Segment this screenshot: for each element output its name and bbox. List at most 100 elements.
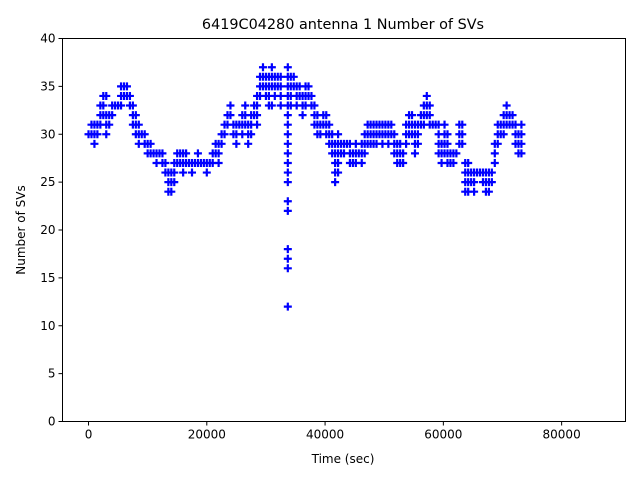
data-point — [283, 149, 292, 158]
data-point — [387, 120, 396, 129]
data-point — [487, 178, 496, 187]
data-point — [220, 130, 229, 139]
data-point — [408, 111, 417, 120]
data-point — [422, 91, 431, 100]
data-point — [310, 101, 319, 110]
data-point — [170, 168, 179, 177]
data-point — [399, 158, 408, 167]
data-point — [283, 264, 292, 273]
data-point — [425, 101, 434, 110]
data-point — [253, 101, 262, 110]
data-point — [170, 178, 179, 187]
data-point — [517, 149, 526, 158]
data-point — [283, 197, 292, 206]
data-point — [464, 158, 473, 167]
plot-frame — [62, 38, 626, 422]
data-point — [267, 63, 276, 72]
data-point — [276, 72, 285, 81]
data-point — [493, 139, 502, 148]
data-point — [214, 158, 223, 167]
data-point — [470, 178, 479, 187]
data-point — [258, 63, 267, 72]
data-point — [484, 187, 493, 196]
y-tick-label: 40 — [40, 32, 55, 46]
data-point — [283, 178, 292, 187]
data-point — [131, 111, 140, 120]
data-point — [331, 178, 340, 187]
data-point — [390, 130, 399, 139]
y-tick-label: 30 — [40, 127, 55, 141]
data-point — [283, 302, 292, 311]
data-point — [399, 149, 408, 158]
data-point — [443, 139, 452, 148]
data-point — [146, 139, 155, 148]
data-point — [413, 130, 422, 139]
data-point — [140, 130, 149, 139]
x-tick-label: 20000 — [188, 428, 226, 442]
data-point — [283, 63, 292, 72]
data-point — [226, 101, 235, 110]
data-point — [226, 111, 235, 120]
data-point — [193, 149, 202, 158]
data-point — [125, 91, 134, 100]
data-point — [241, 101, 250, 110]
data-point — [452, 149, 461, 158]
chart-title: 6419C04280 antenna 1 Number of SVs — [202, 17, 484, 33]
data-point — [443, 130, 452, 139]
data-point — [253, 111, 262, 120]
data-point — [283, 158, 292, 167]
data-point — [253, 120, 262, 129]
data-point — [217, 139, 226, 148]
data-point — [202, 168, 211, 177]
data-point — [161, 158, 170, 167]
data-point — [276, 91, 285, 100]
data-point — [134, 120, 143, 129]
x-tick-label: 60000 — [424, 428, 462, 442]
data-point — [334, 158, 343, 167]
data-point — [440, 120, 449, 129]
data-point — [188, 168, 197, 177]
data-point — [117, 101, 126, 110]
data-point — [334, 168, 343, 177]
data-point — [93, 130, 102, 139]
data-point — [508, 111, 517, 120]
data-point — [289, 72, 298, 81]
data-point — [410, 149, 419, 158]
data-point — [283, 130, 292, 139]
data-point — [307, 91, 316, 100]
data-point — [487, 168, 496, 177]
data-point — [182, 149, 191, 158]
y-tick-label: 10 — [40, 319, 55, 333]
data-point — [502, 101, 511, 110]
data-point — [304, 82, 313, 91]
data-point — [325, 120, 334, 129]
data-point — [102, 91, 111, 100]
data-point — [283, 206, 292, 215]
y-tick-label: 20 — [40, 223, 55, 237]
data-point — [128, 101, 137, 110]
data-point — [179, 168, 188, 177]
data-point — [102, 130, 111, 139]
data-point — [283, 139, 292, 148]
x-tick-label: 80000 — [543, 428, 581, 442]
data-point — [283, 254, 292, 263]
data-point — [232, 139, 241, 148]
data-point — [360, 149, 369, 158]
data-point — [108, 111, 117, 120]
data-point — [158, 149, 167, 158]
x-axis-label: Time (sec) — [311, 452, 375, 466]
data-point — [322, 111, 331, 120]
y-tick-label: 0 — [48, 415, 56, 429]
y-axis-label: Number of SVs — [14, 185, 28, 274]
data-point — [244, 139, 253, 148]
data-point — [402, 139, 411, 148]
y-tick-label: 5 — [48, 367, 56, 381]
data-point — [458, 139, 467, 148]
x-tick-label: 40000 — [306, 428, 344, 442]
data-point — [490, 149, 499, 158]
data-point — [247, 130, 256, 139]
data-point — [99, 101, 108, 110]
data-point — [357, 158, 366, 167]
data-point — [298, 111, 307, 120]
